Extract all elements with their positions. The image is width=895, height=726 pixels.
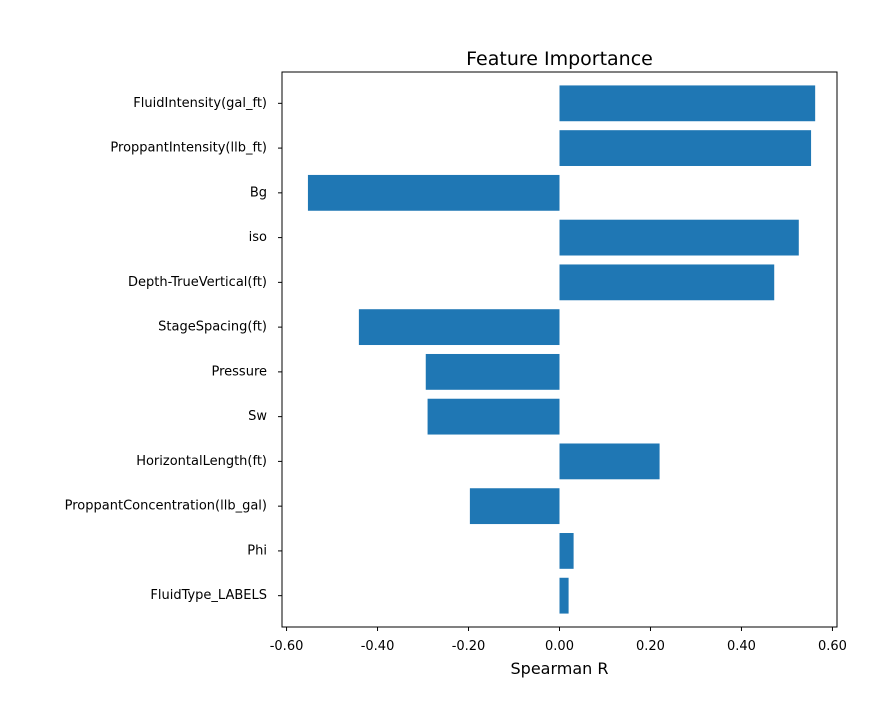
bar: [559, 533, 574, 569]
bar: [559, 577, 569, 614]
bar: [427, 398, 560, 435]
x-tick-label: -0.60: [270, 639, 304, 654]
x-tick-label: -0.20: [452, 639, 486, 654]
bar: [559, 85, 816, 122]
x-axis: -0.60 -0.40 -0.20 0.00 0.20 0.40 0.60: [270, 627, 847, 654]
bar: [469, 488, 560, 525]
x-tick-label: -0.40: [361, 639, 395, 654]
bars-group: [307, 85, 816, 614]
bar: [559, 443, 660, 480]
bar: [307, 174, 560, 211]
y-tick-label: HorizontalLength(ft): [136, 454, 267, 469]
y-tick-label: StageSpacing(ft): [158, 320, 267, 335]
y-tick-label: Pressure: [211, 364, 267, 379]
bar: [559, 130, 812, 166]
y-tick-label: FluidIntensity(gal_ft): [133, 96, 267, 111]
y-tick-label: iso: [249, 230, 267, 245]
chart-title: Feature Importance: [466, 48, 653, 70]
x-axis-label: Spearman R: [511, 659, 609, 678]
bar: [425, 353, 560, 390]
y-tick-label: Phi: [247, 543, 267, 558]
x-tick-label: 0.40: [727, 639, 756, 654]
bar: [358, 309, 560, 346]
x-tick-label: 0.60: [818, 639, 847, 654]
y-tick-label: FluidType_LABELS: [150, 588, 267, 603]
bar: [559, 264, 775, 301]
y-tick-label: Depth-TrueVertical(ft): [128, 275, 267, 290]
y-tick-label: ProppantIntensity(llb_ft): [110, 141, 267, 156]
y-tick-label: Sw: [248, 409, 267, 424]
x-tick-label: 0.20: [636, 639, 665, 654]
x-tick-label: 0.00: [545, 639, 574, 654]
y-tick-label: ProppantConcentration(llb_gal): [65, 499, 267, 514]
bar: [559, 219, 799, 256]
y-axis: FluidIntensity(gal_ft) ProppantIntensity(…: [65, 96, 282, 603]
y-tick-label: Bg: [250, 185, 267, 200]
